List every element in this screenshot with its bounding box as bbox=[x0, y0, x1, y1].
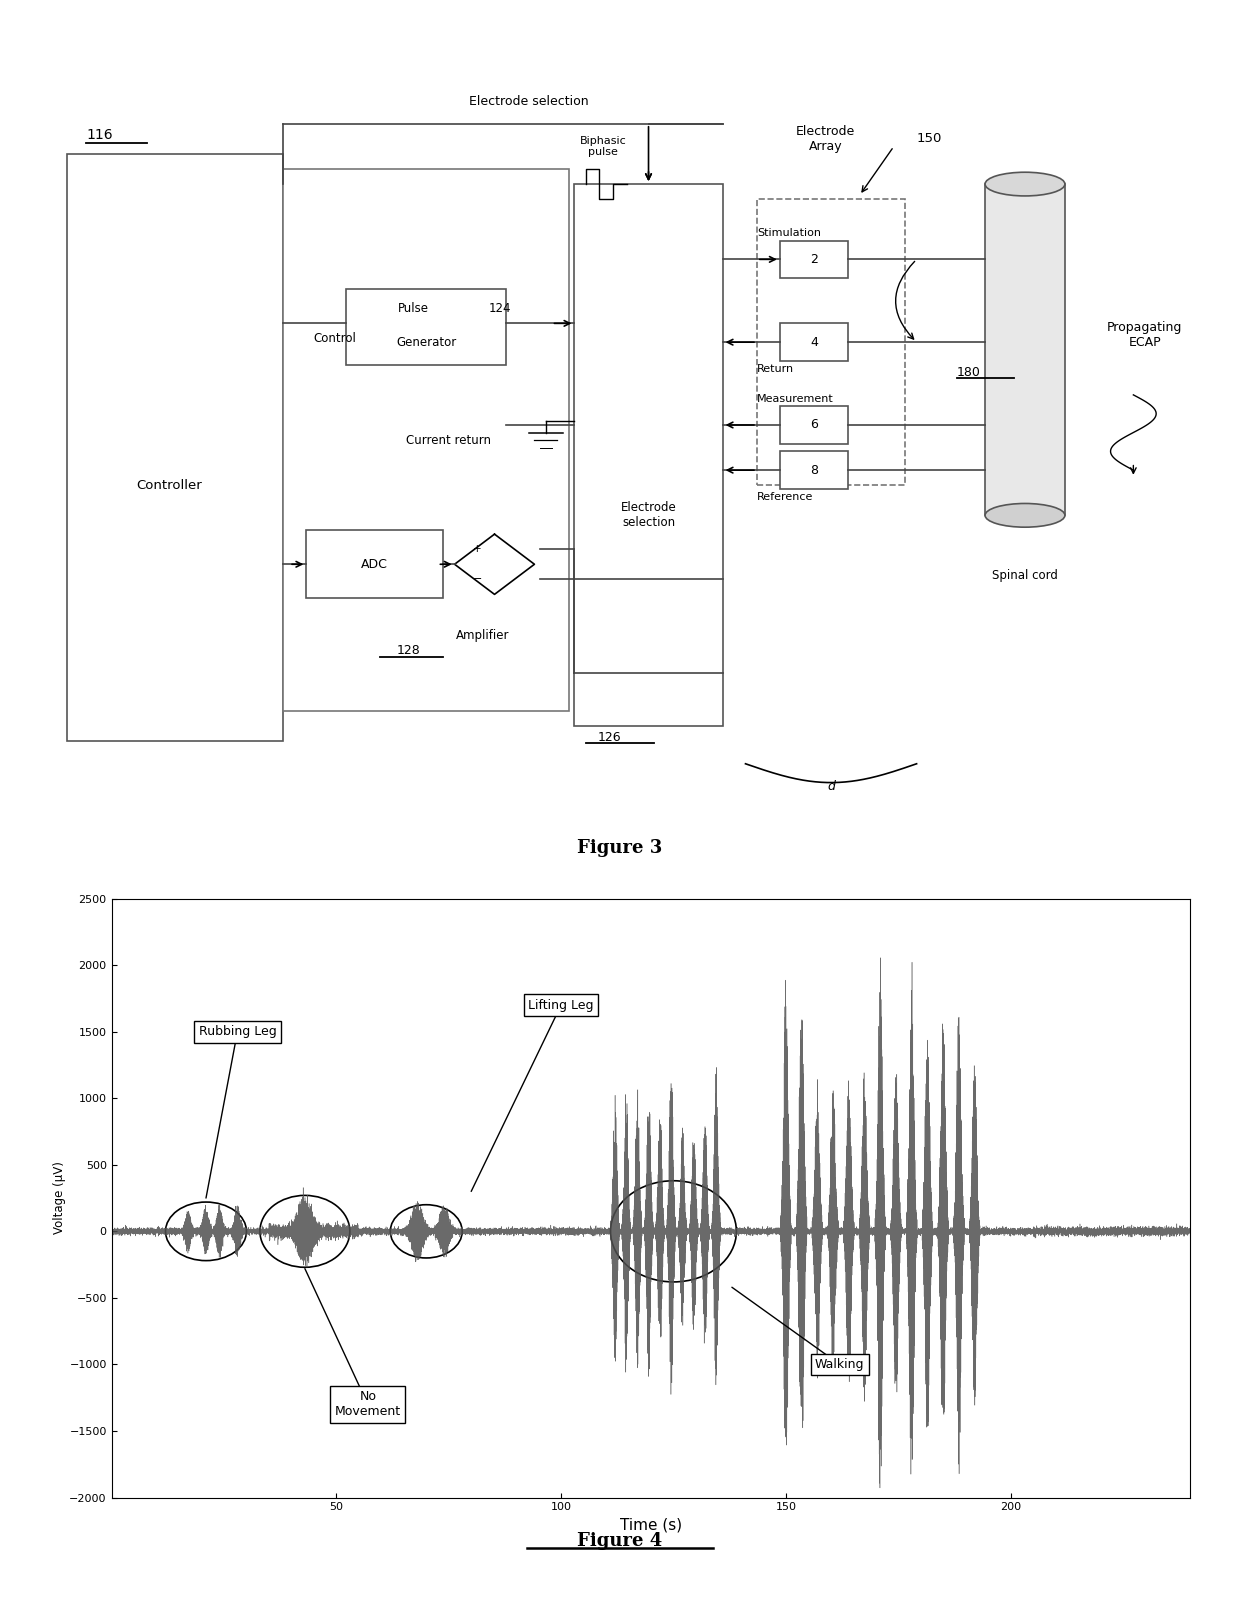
Text: Stimulation: Stimulation bbox=[756, 228, 821, 238]
Text: Lifting Leg: Lifting Leg bbox=[528, 999, 594, 1012]
Text: 6: 6 bbox=[810, 418, 818, 432]
FancyBboxPatch shape bbox=[780, 241, 848, 278]
Text: Reference: Reference bbox=[756, 492, 813, 502]
Text: Rubbing Leg: Rubbing Leg bbox=[198, 1025, 277, 1038]
Text: Biphasic
pulse: Biphasic pulse bbox=[579, 136, 626, 157]
Text: Current return: Current return bbox=[407, 434, 491, 447]
Text: Controller: Controller bbox=[136, 479, 202, 492]
FancyBboxPatch shape bbox=[756, 199, 905, 486]
Text: 126: 126 bbox=[598, 730, 621, 743]
Text: Electrode selection: Electrode selection bbox=[469, 96, 589, 108]
Text: Propagating
ECAP: Propagating ECAP bbox=[1107, 321, 1183, 348]
Text: 4: 4 bbox=[810, 335, 818, 348]
Text: Control: Control bbox=[314, 332, 356, 345]
Text: Return: Return bbox=[756, 364, 794, 374]
Text: ADC: ADC bbox=[361, 559, 388, 572]
Text: Figure 3: Figure 3 bbox=[578, 839, 662, 856]
Ellipse shape bbox=[985, 504, 1065, 528]
Text: No
Movement: No Movement bbox=[335, 1391, 401, 1418]
Text: 128: 128 bbox=[397, 644, 420, 657]
Text: Generator: Generator bbox=[396, 335, 456, 348]
FancyBboxPatch shape bbox=[346, 290, 506, 364]
Text: Figure 4: Figure 4 bbox=[578, 1532, 662, 1551]
Text: 150: 150 bbox=[916, 133, 942, 146]
Y-axis label: Voltage (µV): Voltage (µV) bbox=[53, 1161, 67, 1235]
Text: Walking: Walking bbox=[815, 1358, 864, 1371]
FancyBboxPatch shape bbox=[780, 452, 848, 489]
Text: Pulse: Pulse bbox=[398, 301, 429, 314]
Text: Amplifier: Amplifier bbox=[456, 630, 510, 643]
Text: Electrode
Array: Electrode Array bbox=[796, 125, 854, 152]
FancyBboxPatch shape bbox=[306, 531, 443, 597]
Text: 116: 116 bbox=[86, 128, 113, 142]
FancyBboxPatch shape bbox=[284, 168, 569, 711]
Text: +: + bbox=[474, 544, 481, 554]
FancyBboxPatch shape bbox=[67, 154, 284, 742]
Text: 180: 180 bbox=[956, 366, 981, 379]
Text: Electrode
selection: Electrode selection bbox=[621, 502, 676, 529]
Ellipse shape bbox=[985, 172, 1065, 196]
Text: −: − bbox=[472, 575, 482, 584]
FancyBboxPatch shape bbox=[780, 406, 848, 444]
FancyBboxPatch shape bbox=[780, 324, 848, 361]
X-axis label: Time (s): Time (s) bbox=[620, 1519, 682, 1533]
Text: 8: 8 bbox=[810, 463, 818, 476]
FancyBboxPatch shape bbox=[985, 185, 1065, 515]
Text: 124: 124 bbox=[489, 301, 511, 314]
Text: 2: 2 bbox=[810, 253, 818, 266]
Text: Measurement: Measurement bbox=[756, 393, 833, 403]
Text: Spinal cord: Spinal cord bbox=[992, 568, 1058, 583]
FancyBboxPatch shape bbox=[574, 185, 723, 725]
Text: d: d bbox=[827, 780, 835, 793]
